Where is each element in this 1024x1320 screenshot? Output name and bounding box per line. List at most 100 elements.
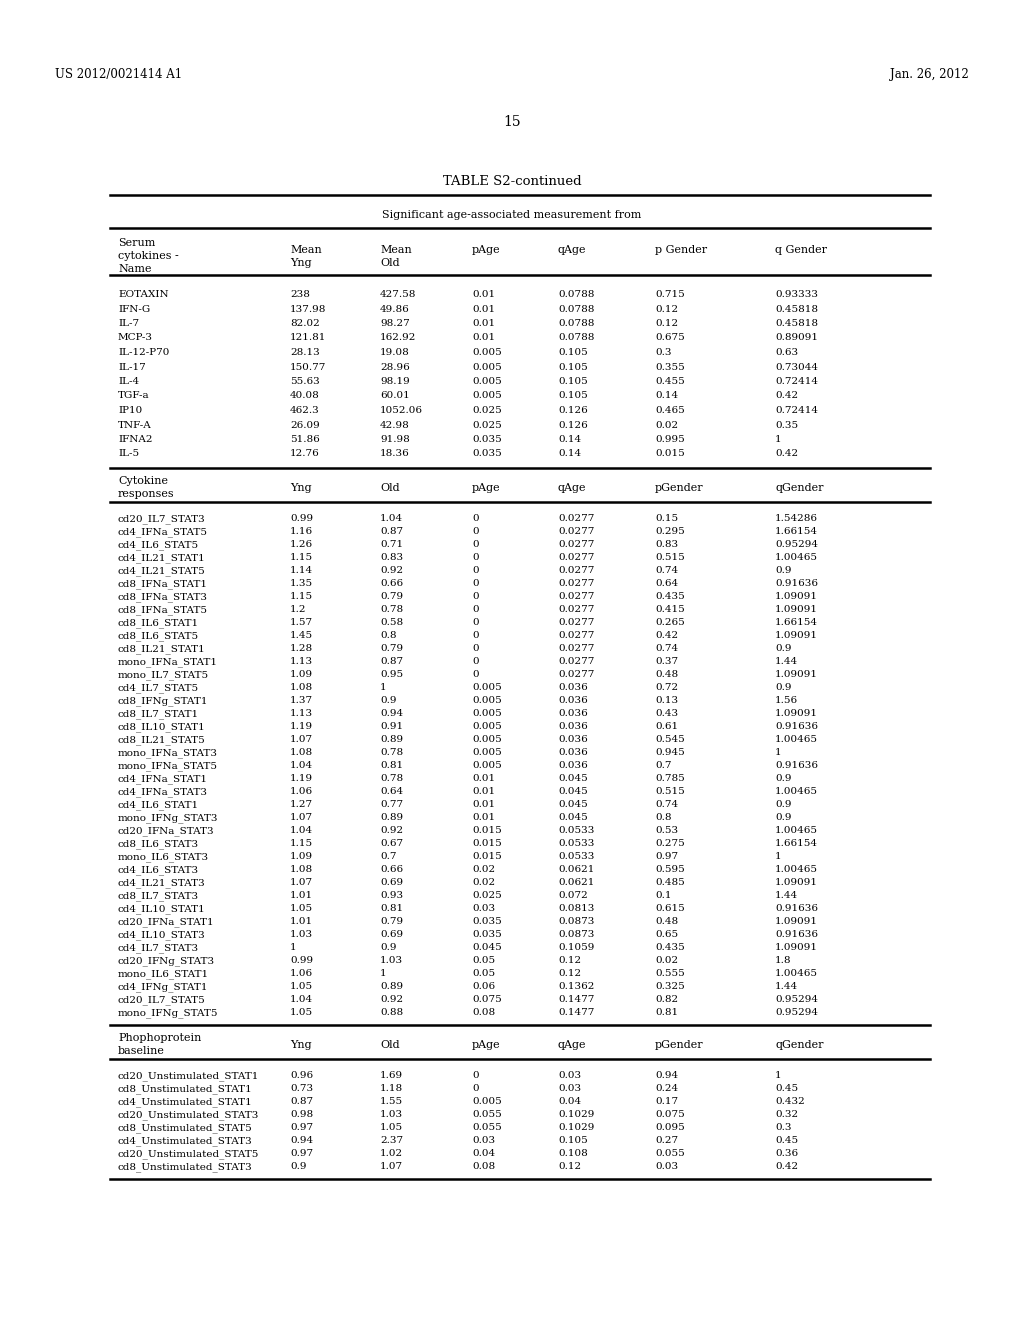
Text: mono_IFNa_STAT5: mono_IFNa_STAT5 xyxy=(118,762,218,771)
Text: 0.8: 0.8 xyxy=(655,813,672,822)
Text: 18.36: 18.36 xyxy=(380,450,410,458)
Text: 1.19: 1.19 xyxy=(290,774,313,783)
Text: 0.03: 0.03 xyxy=(558,1071,582,1080)
Text: 0.69: 0.69 xyxy=(380,931,403,939)
Text: 0.01: 0.01 xyxy=(472,774,496,783)
Text: Old: Old xyxy=(380,257,399,268)
Text: 0.64: 0.64 xyxy=(380,787,403,796)
Text: 1.09091: 1.09091 xyxy=(775,631,818,640)
Text: 0.105: 0.105 xyxy=(558,363,588,371)
Text: 0.025: 0.025 xyxy=(472,421,502,429)
Text: baseline: baseline xyxy=(118,1045,165,1056)
Text: 0.87: 0.87 xyxy=(380,657,403,667)
Text: 0.45818: 0.45818 xyxy=(775,319,818,327)
Text: 0.005: 0.005 xyxy=(472,348,502,356)
Text: 0: 0 xyxy=(472,513,478,523)
Text: 0.02: 0.02 xyxy=(472,865,496,874)
Text: 98.27: 98.27 xyxy=(380,319,410,327)
Text: 1.09091: 1.09091 xyxy=(775,591,818,601)
Text: 1.14: 1.14 xyxy=(290,566,313,576)
Text: 0.265: 0.265 xyxy=(655,618,685,627)
Text: 0.1059: 0.1059 xyxy=(558,942,594,952)
Text: mono_IFNg_STAT5: mono_IFNg_STAT5 xyxy=(118,1008,218,1018)
Text: 0.45: 0.45 xyxy=(775,1084,798,1093)
Text: cd8_IL7_STAT3: cd8_IL7_STAT3 xyxy=(118,891,199,900)
Text: 1.18: 1.18 xyxy=(380,1084,403,1093)
Text: 1.15: 1.15 xyxy=(290,840,313,847)
Text: 1.04: 1.04 xyxy=(380,513,403,523)
Text: 0.79: 0.79 xyxy=(380,591,403,601)
Text: 0.02: 0.02 xyxy=(472,878,496,887)
Text: 0.126: 0.126 xyxy=(558,421,588,429)
Text: 0.0277: 0.0277 xyxy=(558,591,594,601)
Text: pAge: pAge xyxy=(472,483,501,492)
Text: 0.715: 0.715 xyxy=(655,290,685,300)
Text: 1.56: 1.56 xyxy=(775,696,798,705)
Text: 0.37: 0.37 xyxy=(655,657,678,667)
Text: Cytokine: Cytokine xyxy=(118,477,168,486)
Text: 0.355: 0.355 xyxy=(655,363,685,371)
Text: 1.19: 1.19 xyxy=(290,722,313,731)
Text: 1.06: 1.06 xyxy=(290,969,313,978)
Text: 0.45: 0.45 xyxy=(775,1137,798,1144)
Text: cd8_IL10_STAT1: cd8_IL10_STAT1 xyxy=(118,722,206,731)
Text: 0.035: 0.035 xyxy=(472,450,502,458)
Text: 0.005: 0.005 xyxy=(472,722,502,731)
Text: 0.79: 0.79 xyxy=(380,644,403,653)
Text: 0.91636: 0.91636 xyxy=(775,762,818,770)
Text: 0.89: 0.89 xyxy=(380,735,403,744)
Text: cd4_IFNg_STAT1: cd4_IFNg_STAT1 xyxy=(118,982,209,991)
Text: 0.055: 0.055 xyxy=(655,1148,685,1158)
Text: Phophoprotein: Phophoprotein xyxy=(118,1034,202,1043)
Text: 0.88: 0.88 xyxy=(380,1008,403,1016)
Text: 0.32: 0.32 xyxy=(775,1110,798,1119)
Text: 0.92: 0.92 xyxy=(380,826,403,836)
Text: 0.785: 0.785 xyxy=(655,774,685,783)
Text: 0.005: 0.005 xyxy=(472,682,502,692)
Text: 28.13: 28.13 xyxy=(290,348,319,356)
Text: 0.0813: 0.0813 xyxy=(558,904,594,913)
Text: 0.03: 0.03 xyxy=(655,1162,678,1171)
Text: 0.87: 0.87 xyxy=(290,1097,313,1106)
Text: 0.91636: 0.91636 xyxy=(775,579,818,587)
Text: 0.05: 0.05 xyxy=(472,969,496,978)
Text: mono_IL6_STAT3: mono_IL6_STAT3 xyxy=(118,851,209,862)
Text: 0.1029: 0.1029 xyxy=(558,1123,594,1133)
Text: 0.045: 0.045 xyxy=(558,774,588,783)
Text: pGender: pGender xyxy=(655,483,703,492)
Text: 0.9: 0.9 xyxy=(775,682,792,692)
Text: 0.1477: 0.1477 xyxy=(558,995,594,1005)
Text: 0.92: 0.92 xyxy=(380,566,403,576)
Text: 0.42: 0.42 xyxy=(655,631,678,640)
Text: 42.98: 42.98 xyxy=(380,421,410,429)
Text: 0.055: 0.055 xyxy=(472,1110,502,1119)
Text: Mean: Mean xyxy=(380,246,412,255)
Text: 1.27: 1.27 xyxy=(290,800,313,809)
Text: 1.05: 1.05 xyxy=(290,1008,313,1016)
Text: 0.005: 0.005 xyxy=(472,392,502,400)
Text: qGender: qGender xyxy=(775,1040,823,1049)
Text: 1.00465: 1.00465 xyxy=(775,787,818,796)
Text: 1.13: 1.13 xyxy=(290,709,313,718)
Text: 0.432: 0.432 xyxy=(775,1097,805,1106)
Text: 0.91636: 0.91636 xyxy=(775,904,818,913)
Text: 1: 1 xyxy=(380,969,387,978)
Text: 0.005: 0.005 xyxy=(472,735,502,744)
Text: 19.08: 19.08 xyxy=(380,348,410,356)
Text: 0.74: 0.74 xyxy=(655,800,678,809)
Text: 0.0788: 0.0788 xyxy=(558,334,594,342)
Text: 0: 0 xyxy=(472,1071,478,1080)
Text: 0.455: 0.455 xyxy=(655,378,685,385)
Text: cd8_Unstimulated_STAT1: cd8_Unstimulated_STAT1 xyxy=(118,1084,253,1094)
Text: 0.92: 0.92 xyxy=(380,995,403,1005)
Text: 1.69: 1.69 xyxy=(380,1071,403,1080)
Text: 0.0788: 0.0788 xyxy=(558,319,594,327)
Text: 0.036: 0.036 xyxy=(558,709,588,718)
Text: cd20_Unstimulated_STAT5: cd20_Unstimulated_STAT5 xyxy=(118,1148,259,1159)
Text: 0.485: 0.485 xyxy=(655,878,685,887)
Text: 1.04: 1.04 xyxy=(290,762,313,770)
Text: 0.0621: 0.0621 xyxy=(558,865,594,874)
Text: EOTAXIN: EOTAXIN xyxy=(118,290,169,300)
Text: 0.0277: 0.0277 xyxy=(558,671,594,678)
Text: 1.03: 1.03 xyxy=(380,956,403,965)
